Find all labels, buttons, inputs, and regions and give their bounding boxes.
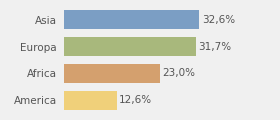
Text: 23,0%: 23,0%: [162, 68, 195, 78]
Text: 31,7%: 31,7%: [198, 42, 231, 52]
Bar: [64, 64, 160, 83]
Text: 32,6%: 32,6%: [202, 15, 235, 25]
Bar: [64, 10, 199, 29]
Text: 12,6%: 12,6%: [119, 95, 152, 105]
Bar: [64, 91, 116, 110]
Bar: [64, 37, 195, 56]
